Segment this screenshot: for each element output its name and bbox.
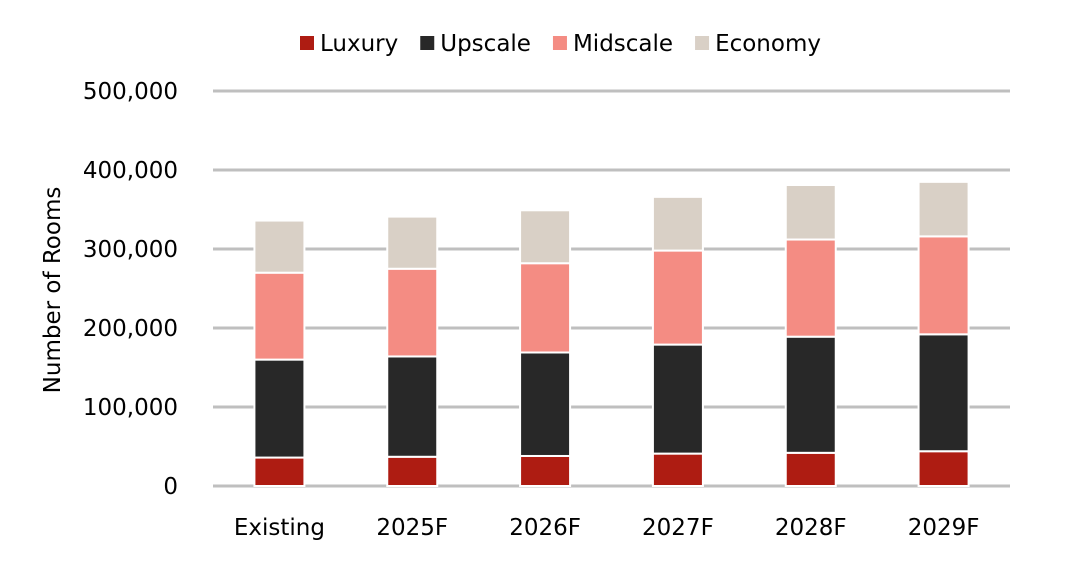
- bar-segment-upscale: [917, 333, 970, 453]
- x-tick-label: 2027F: [642, 515, 714, 541]
- y-tick-label: 500,000: [83, 79, 178, 105]
- bar-segment-economy: [253, 219, 306, 274]
- bar-segment-midscale: [917, 235, 970, 336]
- x-tick-label: 2026F: [509, 515, 581, 541]
- bar-segment-upscale: [651, 343, 704, 455]
- y-tick-label: 400,000: [83, 158, 178, 184]
- legend-swatch-midscale: [552, 36, 567, 50]
- bar-segment-midscale: [784, 238, 837, 338]
- bar-segment-upscale: [519, 351, 572, 457]
- legend-label-upscale: Upscale: [440, 31, 531, 57]
- y-axis-label: Number of Rooms: [40, 187, 66, 394]
- bar-segment-luxury: [253, 456, 306, 487]
- x-tick-label: 2029F: [908, 515, 980, 541]
- bar-segment-luxury: [651, 452, 704, 487]
- x-tick-label: 2028F: [775, 515, 847, 541]
- bar-segment-midscale: [651, 249, 704, 346]
- legend-swatch-luxury: [300, 36, 314, 50]
- bar-segment-economy: [784, 184, 837, 241]
- y-tick-label: 300,000: [83, 237, 178, 263]
- legend-swatch-economy: [695, 36, 710, 50]
- bar-segment-midscale: [519, 262, 572, 354]
- bar-segment-upscale: [386, 355, 439, 458]
- bar-segment-economy: [519, 209, 572, 265]
- y-tick-label: 0: [163, 474, 178, 500]
- legend-label-economy: Economy: [715, 31, 821, 57]
- x-tick-label: Existing: [234, 515, 325, 541]
- x-tick-label: 2025F: [376, 515, 448, 541]
- legend-swatch-upscale: [420, 36, 435, 50]
- bar-segment-upscale: [253, 358, 306, 459]
- bar-segment-midscale: [253, 271, 306, 361]
- y-tick-label: 200,000: [83, 316, 178, 342]
- bar-segment-economy: [917, 180, 970, 238]
- y-tick-label: 100,000: [83, 395, 178, 421]
- bar-segment-luxury: [519, 454, 572, 488]
- bar-segment-luxury: [917, 450, 970, 487]
- bar-segment-upscale: [784, 335, 837, 454]
- legend-label-midscale: Midscale: [573, 31, 673, 57]
- bar-segment-luxury: [386, 455, 439, 487]
- bar-segment-midscale: [386, 267, 439, 358]
- bar-segment-economy: [651, 195, 704, 252]
- legend-label-luxury: Luxury: [320, 31, 398, 57]
- bar-segment-luxury: [784, 451, 837, 488]
- bar-segment-economy: [386, 215, 439, 270]
